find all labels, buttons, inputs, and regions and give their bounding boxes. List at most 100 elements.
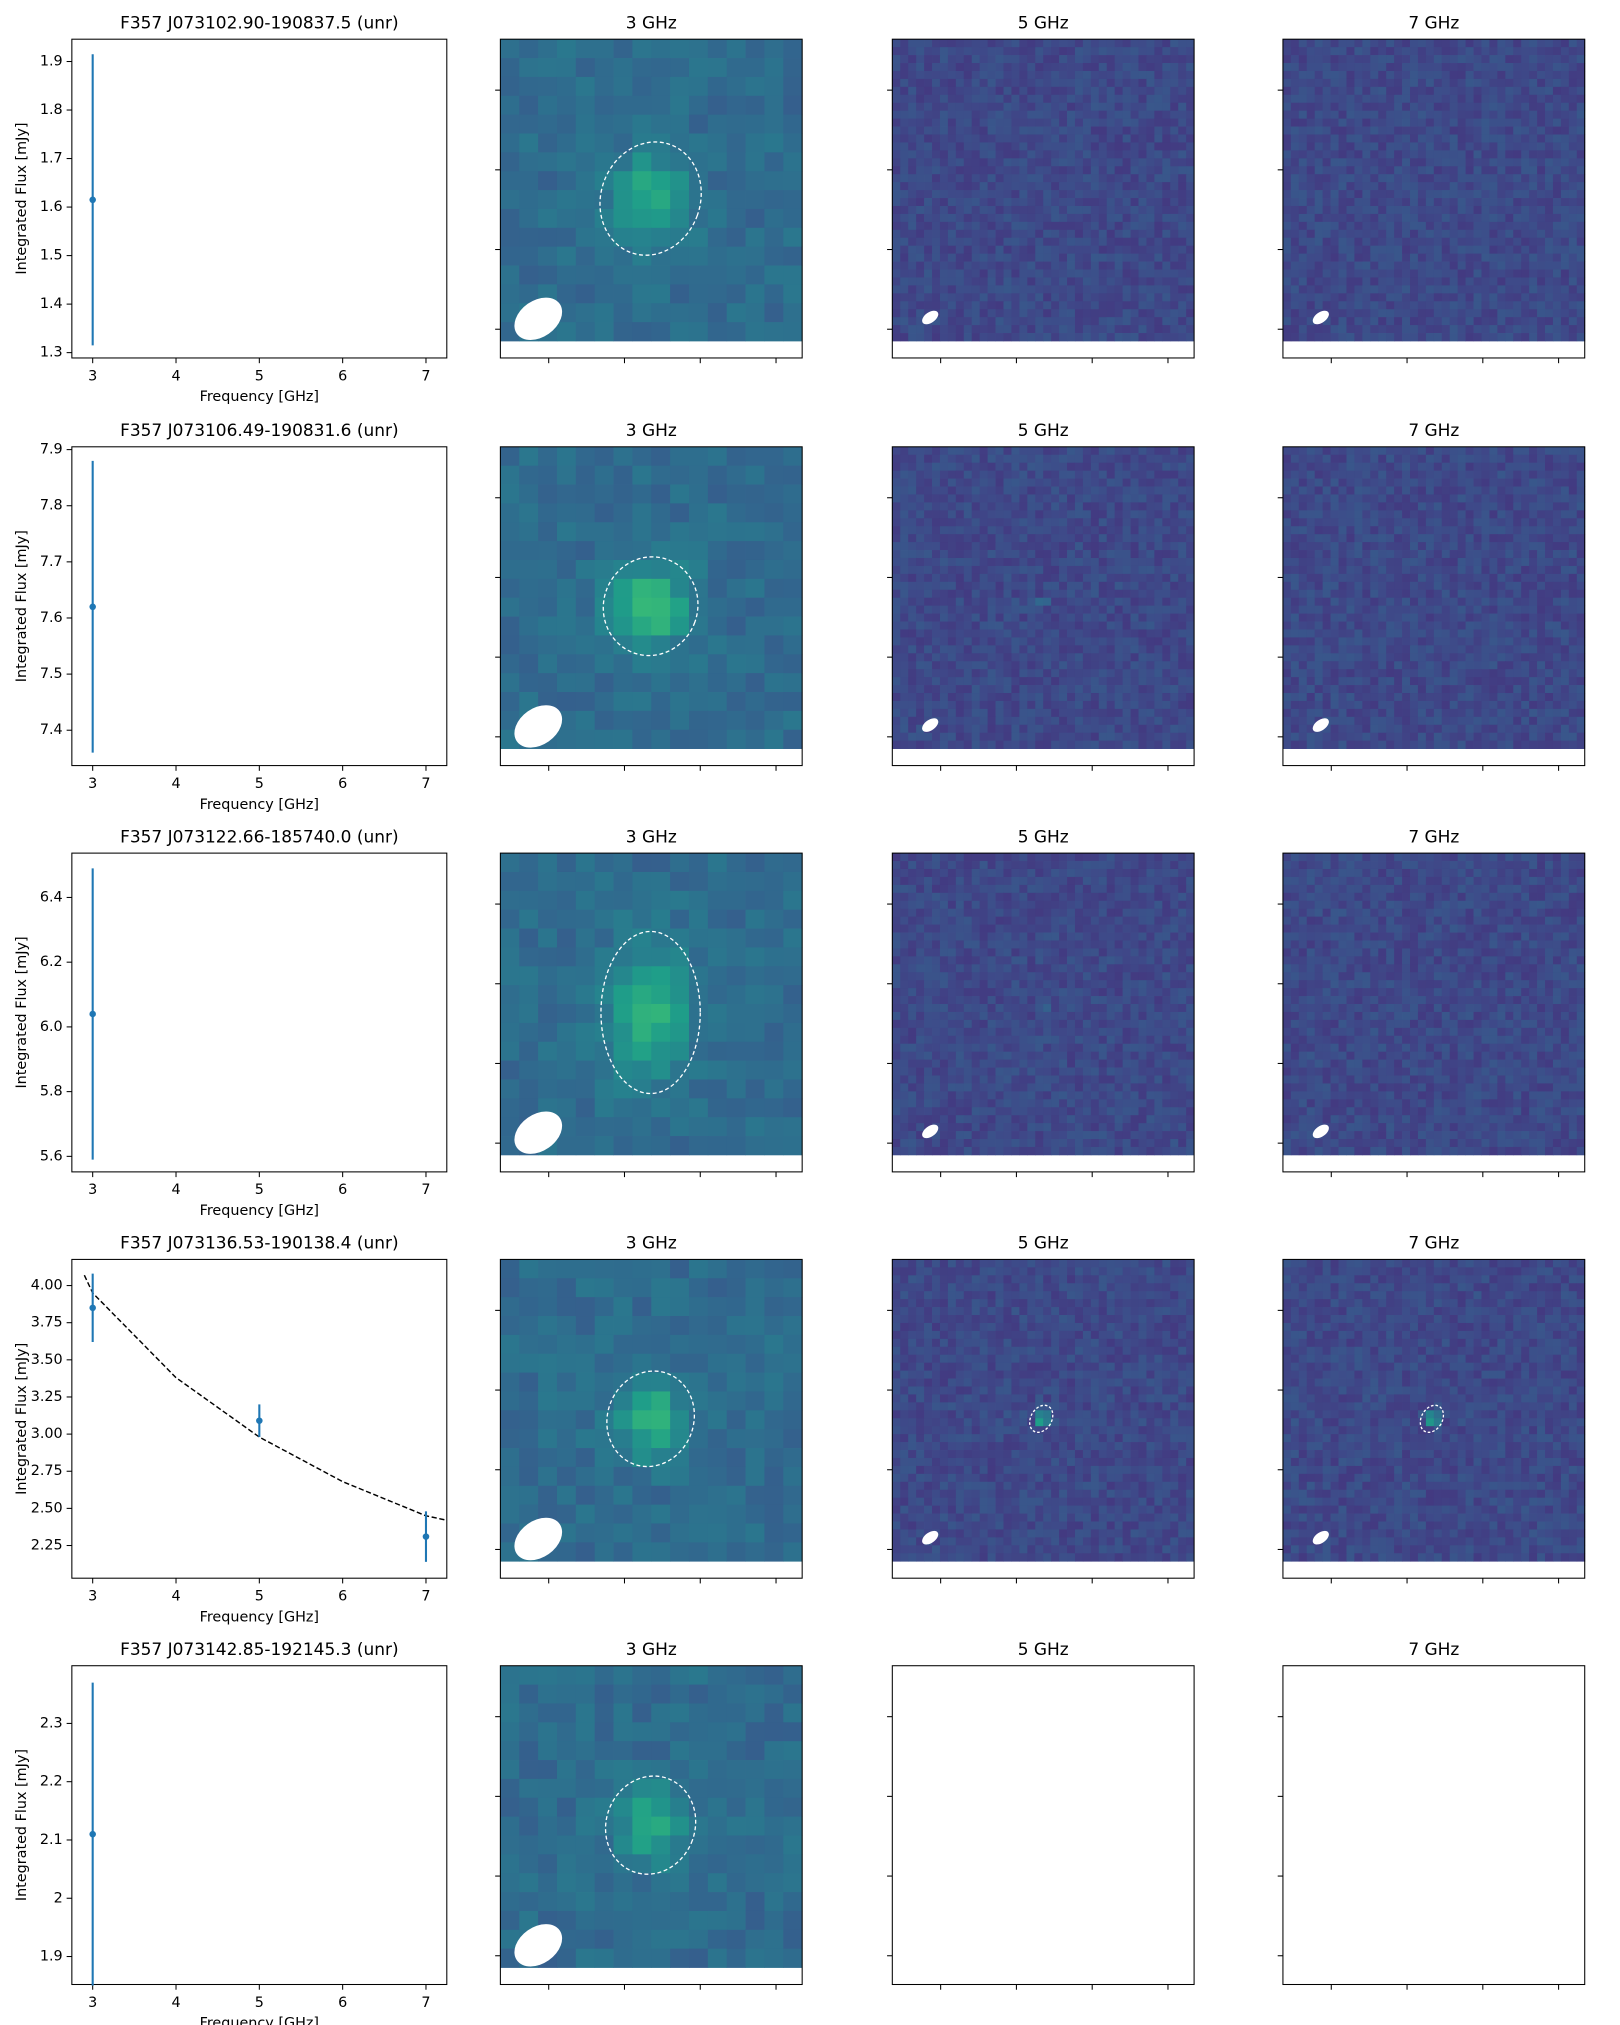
pixel (1465, 78, 1474, 88)
pixel (1537, 70, 1546, 80)
pixel (1138, 309, 1147, 318)
pixel (1106, 462, 1116, 472)
pixel (1098, 661, 1108, 670)
pixel (1106, 740, 1116, 749)
pixel (688, 58, 709, 78)
pixel (1122, 245, 1131, 255)
pixel (1082, 700, 1092, 710)
pixel (924, 685, 933, 694)
pixel (1489, 126, 1498, 135)
pixel (916, 716, 925, 726)
pixel (1521, 253, 1530, 262)
pixel (939, 325, 949, 334)
pixel (1035, 518, 1044, 527)
pixel (1306, 63, 1316, 72)
pixel (987, 134, 996, 143)
pixel (1027, 150, 1036, 159)
pixel (955, 245, 965, 255)
pixel (1146, 470, 1155, 479)
pixel (1090, 613, 1100, 622)
pixel (1074, 708, 1084, 718)
pixel (1489, 277, 1498, 286)
pixel (892, 126, 901, 135)
pixel (995, 94, 1004, 104)
pixel (939, 478, 949, 487)
pixel (1019, 613, 1028, 622)
pixel (632, 692, 652, 712)
pixel (1162, 70, 1171, 80)
pixel (1410, 221, 1419, 231)
pixel (916, 653, 925, 662)
pixel (670, 710, 690, 731)
pixel (1170, 557, 1179, 567)
pixel (1106, 446, 1116, 456)
pixel (1043, 613, 1052, 622)
pixel (1513, 166, 1522, 175)
pixel (1170, 277, 1179, 286)
pixel (1306, 47, 1316, 56)
pixel (1449, 126, 1459, 135)
pixel (538, 39, 558, 59)
pixel (1489, 86, 1498, 96)
pixel (1505, 221, 1514, 231)
pixel (613, 729, 633, 749)
pixel (1146, 740, 1155, 749)
pixel (1402, 293, 1411, 302)
pixel (1282, 158, 1292, 167)
pixel (1027, 317, 1036, 326)
pixel (1170, 581, 1179, 591)
pixel (1035, 293, 1044, 302)
pixel (1051, 182, 1060, 191)
pixel (1386, 110, 1395, 120)
pixel (1465, 446, 1474, 456)
pixel (900, 510, 909, 519)
pixel (1106, 47, 1116, 56)
pixel (1114, 526, 1124, 535)
pixel (1114, 510, 1124, 519)
pixel (1552, 205, 1562, 215)
pixel (1170, 589, 1179, 599)
pixel (1011, 653, 1020, 662)
pixel (1290, 94, 1300, 104)
pixel (1537, 198, 1546, 207)
pixel (1074, 102, 1084, 112)
pixel (1074, 39, 1084, 48)
pixel (1433, 63, 1443, 72)
pixel (1019, 325, 1028, 334)
pixel (1290, 261, 1300, 270)
pixel (1282, 277, 1292, 286)
pixel (1059, 182, 1068, 191)
pixel (1035, 621, 1044, 630)
pixel (1011, 221, 1020, 231)
pixel (1122, 653, 1131, 662)
pixel (1521, 166, 1530, 175)
pixel (1425, 301, 1435, 310)
pixel (900, 613, 909, 622)
pixel (1497, 245, 1506, 255)
pixel (1322, 126, 1331, 135)
pixel (1146, 293, 1155, 302)
pixel (783, 559, 803, 580)
pixel (1074, 309, 1084, 318)
pixel (1019, 150, 1028, 159)
pixel (1146, 221, 1155, 231)
pixel (575, 39, 596, 59)
pixel (1122, 637, 1131, 646)
pixel (1481, 182, 1490, 191)
pixel (1529, 285, 1538, 294)
pixel (1043, 661, 1052, 670)
pixel (1521, 118, 1530, 127)
pixel (613, 284, 633, 304)
pixel (764, 484, 784, 504)
pixel (745, 522, 765, 542)
pixel (1290, 47, 1300, 56)
pixel (1043, 134, 1052, 143)
pixel (1449, 213, 1459, 223)
pixel (939, 470, 949, 479)
pixel (764, 58, 784, 78)
pixel (1114, 557, 1124, 567)
pixel (1011, 158, 1020, 167)
pixel (1394, 245, 1403, 255)
pixel (892, 142, 901, 151)
pixel (707, 171, 728, 191)
